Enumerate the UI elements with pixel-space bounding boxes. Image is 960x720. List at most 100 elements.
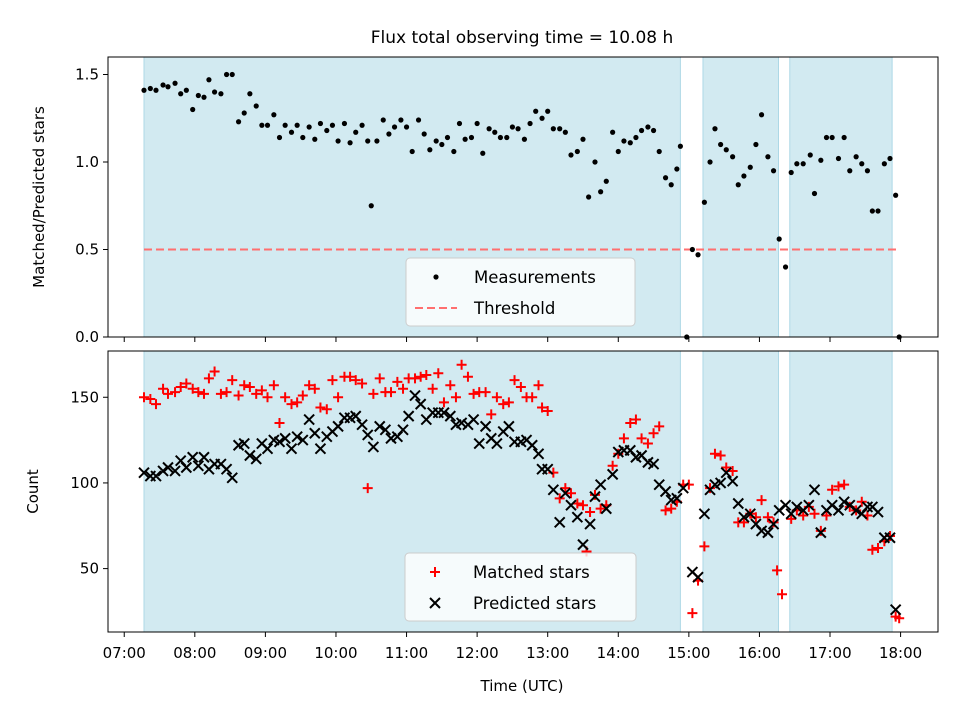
predicted-star-point bbox=[503, 420, 515, 433]
matched-star-point bbox=[839, 479, 850, 490]
matched-star-point bbox=[321, 404, 332, 415]
legend-box bbox=[404, 552, 637, 622]
matched-star-point bbox=[239, 380, 250, 391]
predicted-star-point bbox=[606, 468, 619, 481]
matched-star-point bbox=[705, 483, 716, 494]
matched-star-point bbox=[297, 390, 308, 401]
matched-star-point bbox=[374, 373, 385, 384]
matched-star-point bbox=[589, 489, 600, 500]
measurement-point bbox=[621, 138, 627, 144]
measurement-point bbox=[451, 148, 457, 155]
measurement-point bbox=[794, 161, 800, 167]
predicted-star-point bbox=[861, 501, 874, 513]
predicted-star-point bbox=[726, 475, 739, 487]
predicted-star-point bbox=[767, 518, 780, 530]
matched-star-point bbox=[699, 541, 710, 552]
measurement-point bbox=[235, 119, 242, 125]
matched-star-point bbox=[262, 392, 273, 403]
predicted-star-point bbox=[192, 460, 205, 472]
measurement-point bbox=[765, 154, 771, 160]
matched-star-point bbox=[398, 383, 409, 394]
matched-star-point bbox=[738, 517, 749, 528]
matched-star-point bbox=[537, 402, 548, 413]
predicted-star-point bbox=[291, 430, 303, 443]
measurement-point bbox=[847, 168, 853, 174]
y-tick-label: 0.5 bbox=[75, 241, 99, 259]
matched-star-point bbox=[193, 387, 204, 398]
predicted-star-point bbox=[815, 526, 827, 539]
measurement-point bbox=[603, 178, 609, 184]
measurement-point bbox=[427, 147, 433, 153]
predicted-star-point bbox=[577, 538, 589, 551]
matched-star-point bbox=[450, 392, 461, 403]
predicted-star-point bbox=[314, 442, 327, 455]
measurement-point bbox=[735, 182, 741, 188]
measurement-point bbox=[347, 140, 353, 146]
measurement-point bbox=[172, 80, 178, 86]
predicted-star-point bbox=[584, 518, 596, 530]
measurement-point bbox=[893, 192, 899, 198]
x-tick-label: 12:00 bbox=[456, 644, 499, 662]
measurement-point bbox=[165, 84, 171, 90]
count-panel-y-axis-label: Count bbox=[24, 469, 42, 514]
chart-title: Flux total observing time = 10.08 h bbox=[371, 28, 674, 48]
matched-star-point bbox=[607, 460, 618, 471]
measurement-point bbox=[557, 126, 563, 132]
predicted-star-point bbox=[565, 499, 577, 511]
count-panel-legend: Matched stars Predicted stars bbox=[404, 552, 637, 622]
predicted-star-point bbox=[250, 453, 262, 465]
predicted-star-point bbox=[438, 406, 450, 419]
measurement-point bbox=[776, 236, 782, 242]
x-axis-label: Time (UTC) bbox=[480, 677, 564, 695]
measurement-point bbox=[206, 77, 212, 83]
matched-star-point bbox=[410, 373, 421, 384]
y-tick-label: 1.5 bbox=[75, 66, 99, 84]
measurement-point bbox=[306, 124, 312, 130]
matched-star-point bbox=[357, 378, 368, 389]
predicted-star-point bbox=[738, 511, 750, 523]
x-tick-label: 09:00 bbox=[244, 644, 287, 662]
measurement-point bbox=[674, 166, 680, 172]
predicted-star-point bbox=[157, 465, 169, 477]
predicted-star-point bbox=[332, 420, 344, 433]
x-tick-label: 08:00 bbox=[173, 644, 216, 662]
matched-star-point bbox=[386, 387, 397, 398]
predicted-star-point bbox=[692, 571, 704, 583]
matched-star-point bbox=[181, 378, 192, 389]
matched-star-point bbox=[345, 371, 356, 382]
measurement-point bbox=[497, 134, 504, 141]
matched-star-point bbox=[315, 402, 326, 413]
measurement-point bbox=[353, 129, 359, 135]
measurement-point bbox=[259, 122, 265, 128]
predicted-star-point bbox=[220, 463, 233, 475]
measurement-point bbox=[474, 120, 480, 127]
predicted-star-point bbox=[677, 482, 689, 494]
measurement-point bbox=[615, 148, 621, 155]
predicted-star-point bbox=[414, 398, 427, 410]
measurement-point bbox=[782, 264, 789, 270]
measurement-point bbox=[282, 122, 288, 128]
measurement-point bbox=[153, 87, 159, 93]
measurement-point bbox=[638, 127, 645, 134]
matched-star-point bbox=[215, 388, 226, 399]
measurement-point bbox=[712, 126, 718, 132]
measurement-point bbox=[539, 115, 545, 121]
matched-star-point bbox=[462, 371, 473, 382]
ratio-panel: 0.0 0.5 1.0 1.5 Matched/Predicted stars Mea… bbox=[30, 56, 939, 346]
measurement-point bbox=[317, 120, 324, 127]
predicted-star-point bbox=[850, 504, 862, 517]
measurement-point bbox=[521, 136, 528, 142]
measurement-point bbox=[875, 208, 881, 214]
measurement-point bbox=[800, 161, 806, 167]
measurement-point bbox=[586, 194, 592, 200]
legend-predicted-marker bbox=[429, 597, 441, 609]
matched-star-point bbox=[304, 380, 315, 391]
measurement-point bbox=[253, 103, 259, 109]
ratio-panel-y-ticks: 0.0 0.5 1.0 1.5 bbox=[75, 66, 108, 346]
predicted-star-point bbox=[659, 485, 672, 498]
legend-label: Threshold bbox=[473, 299, 555, 318]
matched-star-point bbox=[585, 507, 596, 518]
predicted-star-point bbox=[362, 429, 374, 441]
measurement-point bbox=[480, 150, 486, 156]
predicted-star-point bbox=[762, 526, 774, 539]
